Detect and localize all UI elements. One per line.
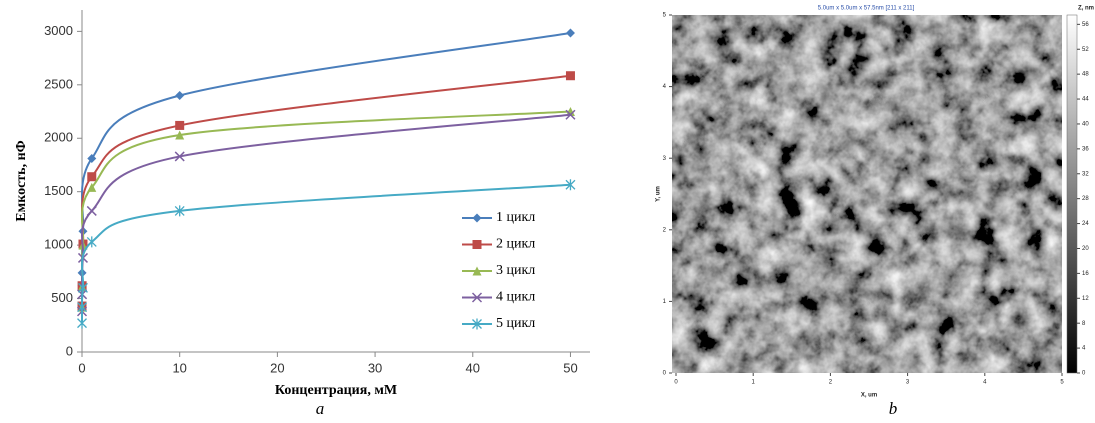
marker [174,151,185,162]
x-tick-label: 20 [270,360,284,375]
x-tick-label: 10 [172,360,186,375]
y-tick-label: 3 [663,156,667,162]
y-tick-label: 1500 [44,183,73,198]
x-tick-label: 40 [466,360,480,375]
colorbar-tick-label: 24 [1082,221,1089,227]
legend-label: 4 цикл [496,290,535,305]
colorbar-tick-label: 44 [1082,97,1089,103]
colorbar-tick-label: 52 [1082,47,1089,53]
marker [77,301,88,313]
marker [174,205,185,217]
x-tick-label: 2 [829,380,833,386]
marker [87,172,97,182]
marker [472,240,482,249]
y-tick-label: 0 [663,371,667,377]
x-tick-label: 3 [906,380,910,386]
y-tick-label: 4 [663,84,667,90]
afm-image [672,15,1062,373]
x-tick-label: 50 [563,360,577,375]
marker [175,120,185,130]
y-axis-title: Емкость, нФ [14,140,29,221]
colorbar-tick-label: 12 [1082,296,1089,302]
marker [86,236,97,248]
y-tick-label: 5 [663,13,667,19]
legend-label: 2 цикл [496,237,535,252]
y-tick-label: 2 [663,227,667,233]
marker [565,28,575,38]
y-tick-label: 0 [66,343,73,358]
legend-label: 5 цикл [496,316,535,331]
x-axis-title: X, um [861,393,877,399]
colorbar-tick-label: 40 [1082,122,1089,128]
x-tick-label: 5 [1060,380,1064,386]
marker [472,318,482,330]
x-tick-label: 0 [674,380,678,386]
colorbar-tick-label: 4 [1082,346,1086,352]
marker [175,91,185,100]
marker [87,182,97,192]
x-tick-label: 1 [752,380,756,386]
y-axis-title: Y, um [656,186,662,202]
marker [472,266,482,276]
colorbar-tick-label: 16 [1082,271,1089,277]
image-title: 5.0um x 5.0um x 57.5nm [211 x 211] [818,6,915,12]
legend-label: 3 цикл [496,263,535,278]
y-tick-label: 1000 [44,237,73,252]
colorbar [1066,14,1078,374]
colorbar-tick-label: 48 [1082,72,1089,78]
marker [565,179,576,191]
y-tick-label: 500 [51,290,73,305]
x-tick-label: 0 [78,360,85,375]
colorbar-tick-label: 36 [1082,146,1089,152]
legend-label: 1 цикл [496,210,535,225]
x-tick-label: 30 [368,360,382,375]
marker [86,205,97,216]
x-axis-title: Концентрация, мМ [275,383,397,398]
caption: a [316,399,325,418]
marker [472,213,482,223]
colorbar-tick-label: 56 [1082,22,1089,28]
marker [87,154,97,164]
marker [77,317,87,329]
colorbar-tick-label: 20 [1082,246,1089,252]
colorbar-tick-label: 32 [1082,171,1089,177]
colorbar-tick-label: 0 [1082,371,1086,377]
colorbar-title: Z, nm [1078,6,1094,12]
marker [565,107,575,117]
colorbar-tick-label: 8 [1082,321,1086,327]
marker [78,282,88,294]
colorbar-tick-label: 28 [1082,196,1089,202]
marker [565,71,575,81]
caption: b [889,399,898,418]
y-tick-label: 1 [663,299,667,305]
x-tick-label: 4 [983,380,987,386]
y-tick-label: 2500 [44,76,73,91]
marker [175,130,185,140]
y-tick-label: 3000 [44,23,73,38]
marker [471,292,483,303]
marker [565,109,576,120]
y-tick-label: 2000 [44,130,73,145]
